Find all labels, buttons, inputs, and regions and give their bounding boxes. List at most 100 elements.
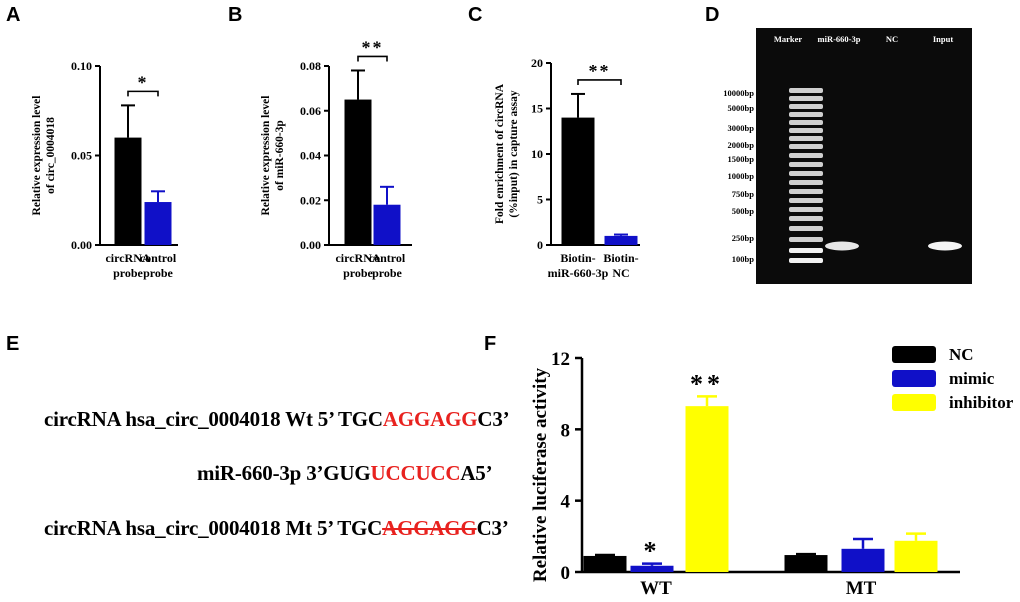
- panel-label-d: D: [705, 4, 720, 26]
- y-tick-label: 10: [531, 147, 543, 161]
- y-tick-label: 0.00: [71, 238, 92, 252]
- x-tick-label: control: [140, 251, 177, 265]
- ladder-band: [789, 189, 823, 194]
- x-tick-label: MT: [846, 578, 877, 599]
- x-tick-label: miR-660-3p: [548, 266, 609, 280]
- ladder-band: [789, 128, 823, 133]
- y-axis-label: (%input) in capture assay: [508, 90, 520, 218]
- significance-marker: **: [589, 61, 611, 81]
- chart-b: 0.00 0.02 0.04 0.06 0.08 Relative expression …: [260, 37, 412, 280]
- gel-ladder-label: 1500bp: [728, 154, 755, 164]
- y-tick-label: 0.02: [300, 193, 321, 207]
- gel-lane-label: miR-660-3p: [818, 34, 861, 44]
- ladder-band: [789, 237, 823, 242]
- gel-ladder-label: 3000bp: [728, 123, 755, 133]
- gel-ladder-label: 10000bp: [723, 88, 754, 98]
- ladder-band: [789, 198, 823, 203]
- bar: [894, 540, 938, 572]
- x-tick-label: WT: [640, 578, 672, 599]
- gel-ladder-label: 500bp: [732, 206, 754, 216]
- chart-a: 0.00 0.05 0.10 Relative expression level of …: [31, 59, 178, 280]
- gel-band-mir-660-3p: [825, 241, 859, 251]
- x-tick-label: probe: [143, 266, 173, 280]
- x-tick-label: circRNA: [335, 251, 380, 265]
- sequence-wt-suffix: C3’: [477, 407, 510, 431]
- gel-image: Marker miR-660-3p NC Input 10000bp 5000bp 3000…: [723, 28, 972, 284]
- y-tick-label: 0.05: [71, 149, 92, 163]
- y-axis-label: of miR-660-3p: [274, 120, 286, 191]
- ladder-band: [789, 120, 823, 125]
- legend-swatch: [892, 394, 936, 411]
- y-tick-label: 0.04: [300, 149, 321, 163]
- bar: [583, 555, 627, 572]
- y-tick-label: 0.06: [300, 104, 321, 118]
- ladder-band: [789, 153, 823, 158]
- bar: [604, 235, 638, 245]
- sequence-mt-prefix: circRNA hsa_circ_0004018 Mt 5’ TGC: [44, 516, 383, 540]
- significance-marker: **: [362, 37, 384, 57]
- bar: [784, 555, 828, 572]
- ladder-band: [789, 258, 823, 263]
- bar: [685, 406, 729, 572]
- significance-marker: *: [644, 537, 661, 566]
- chart-c: 0 5 10 15 20 Fold enrichment of circRNA (%inpu…: [494, 56, 640, 280]
- panel-label-c: C: [468, 4, 483, 26]
- significance-bracket: [127, 90, 159, 97]
- significance-marker: *: [138, 72, 149, 92]
- sequence-mt: circRNA hsa_circ_0004018 Mt 5’ TGCAGGAGG…: [44, 516, 509, 541]
- panel-label-e: E: [6, 333, 20, 355]
- legend-swatch: [892, 370, 936, 387]
- gel-ladder-label: 750bp: [732, 189, 754, 199]
- sequence-mir-suffix: A5’: [460, 461, 493, 485]
- gel-lane-label: Input: [933, 34, 953, 44]
- ladder-band: [789, 180, 823, 185]
- x-tick-label: probe: [113, 266, 143, 280]
- gel-ladder-label: 250bp: [732, 233, 754, 243]
- panel-label-a: A: [6, 4, 21, 26]
- ladder-band: [789, 88, 823, 93]
- legend-swatch: [892, 346, 936, 363]
- significance-bracket: [577, 79, 622, 85]
- x-tick-label: NC: [612, 266, 629, 280]
- bar: [114, 137, 142, 245]
- ladder-band: [789, 112, 823, 117]
- y-axis-label: Relative luciferase activity: [530, 367, 551, 582]
- bar: [630, 565, 674, 572]
- y-tick-label: 0.10: [71, 59, 92, 73]
- legend-label: inhibitor: [949, 393, 1014, 412]
- significance-bracket: [357, 55, 388, 62]
- legend-label: mimic: [949, 369, 995, 388]
- sequence-mt-suffix: C3’: [476, 516, 509, 540]
- y-axis-label: Fold enrichment of circRNA: [494, 83, 506, 224]
- sequence-mir-site: UCCUCC: [370, 461, 461, 485]
- bar: [841, 548, 885, 572]
- ladder-band: [789, 226, 823, 231]
- y-tick-label: 4: [561, 492, 571, 513]
- y-tick-label: 0.08: [300, 59, 321, 73]
- gel-ladder-label: 2000bp: [728, 140, 755, 150]
- panel-label-b: B: [228, 4, 243, 26]
- y-axis-label: Relative expression level: [260, 96, 272, 216]
- ladder-band: [789, 207, 823, 212]
- x-tick-label: probe: [343, 266, 373, 280]
- gel-ladder-label: 5000bp: [728, 103, 755, 113]
- ladder-band: [789, 162, 823, 167]
- gel-band-input: [928, 241, 962, 251]
- sequence-wt-site: AGGAGG: [382, 407, 478, 431]
- y-axis-label: Relative expression level: [31, 96, 43, 216]
- ladder-band: [789, 104, 823, 109]
- ladder-band: [789, 216, 823, 221]
- bar: [561, 117, 595, 245]
- x-tick-label: circRNA: [105, 251, 150, 265]
- gel-lane-label: Marker: [774, 34, 803, 44]
- ladder-band: [789, 136, 823, 141]
- ladder-band: [789, 144, 823, 149]
- y-tick-label: 5: [537, 193, 543, 207]
- y-axis-label: of circ_0004018: [45, 117, 57, 194]
- x-tick-label: Biotin-: [603, 251, 638, 265]
- y-tick-label: 0.00: [300, 238, 321, 252]
- y-tick-label: 12: [551, 349, 570, 370]
- sequence-mir-prefix: miR-660-3p 3’GUG: [197, 461, 371, 485]
- gel-ladder-label: 1000bp: [728, 171, 755, 181]
